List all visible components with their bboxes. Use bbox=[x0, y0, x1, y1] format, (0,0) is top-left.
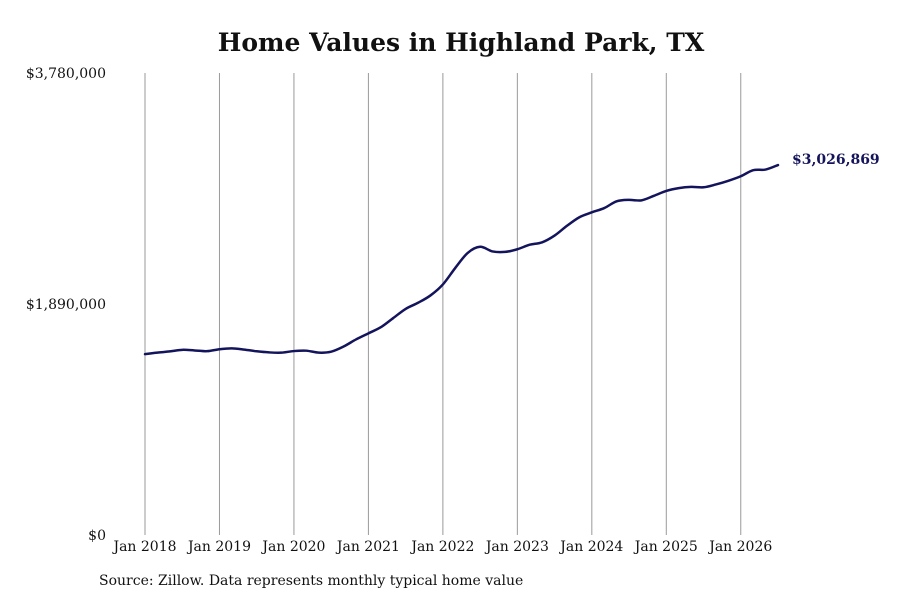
x-tick-label: Jan 2020 bbox=[260, 539, 325, 555]
x-axis-tick-labels: Jan 2018 Jan 2019 Jan 2020 Jan 2021 Jan 2022… bbox=[111, 539, 772, 555]
x-tick-label: Jan 2023 bbox=[484, 539, 549, 555]
x-tick-label: Jan 2021 bbox=[335, 539, 400, 555]
y-tick-label: $3,780,000 bbox=[26, 66, 106, 82]
y-axis-tick-labels: $0 $1,890,000 $3,780,000 bbox=[26, 66, 106, 544]
x-tick-label: Jan 2026 bbox=[707, 539, 772, 555]
home-value-series-line bbox=[143, 163, 780, 356]
x-tick-label: Jan 2019 bbox=[186, 539, 251, 555]
x-tick-label: Jan 2025 bbox=[633, 539, 698, 555]
x-tick-label: Jan 2024 bbox=[558, 539, 623, 555]
series-layer bbox=[143, 163, 780, 356]
y-tick-label: $0 bbox=[88, 528, 106, 544]
y-tick-label: $1,890,000 bbox=[26, 297, 106, 313]
chart-title: Home Values in Highland Park, TX bbox=[218, 28, 705, 57]
x-tick-label: Jan 2022 bbox=[409, 539, 474, 555]
end-value-label: $3,026,869 bbox=[792, 152, 880, 168]
vertical-gridlines bbox=[144, 73, 742, 535]
source-note: Source: Zillow. Data represents monthly … bbox=[99, 573, 524, 589]
x-tick-label: Jan 2018 bbox=[111, 539, 176, 555]
